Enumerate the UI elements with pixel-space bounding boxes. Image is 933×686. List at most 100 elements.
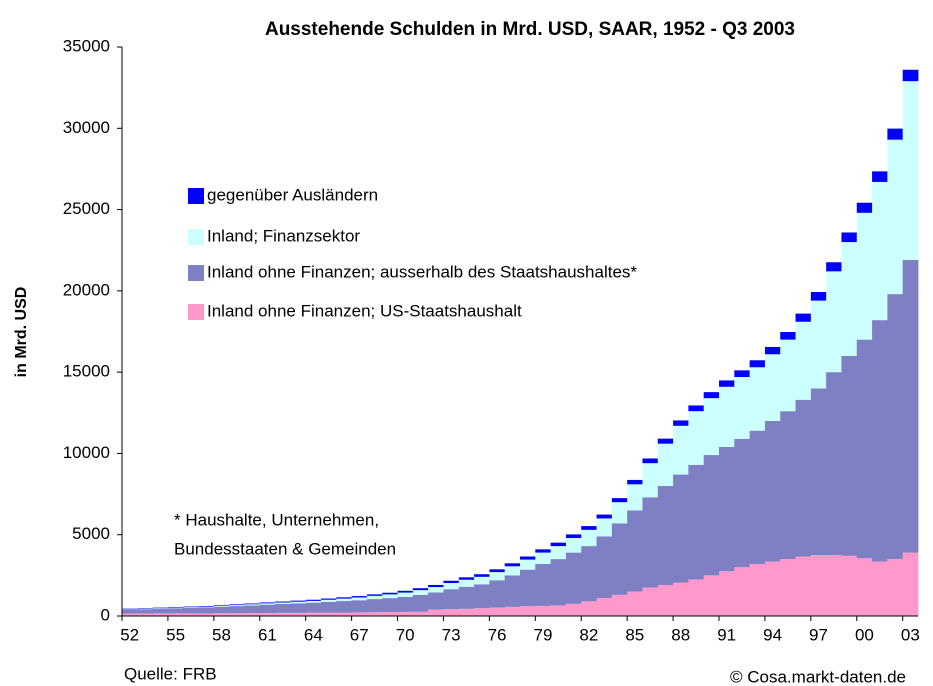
bar-segment (565, 534, 582, 538)
bar-segment (657, 485, 674, 586)
bar-segment (428, 609, 444, 616)
bar-segment (382, 598, 398, 613)
bar-segment (259, 602, 276, 604)
bar-segment (719, 386, 735, 447)
bar-segment (397, 596, 414, 612)
bar-segment (137, 613, 154, 616)
bar-segment (412, 594, 429, 612)
bar-segment (703, 398, 720, 456)
bar-segment (780, 411, 796, 560)
bar-segment (504, 606, 521, 616)
bar-segment (841, 355, 858, 556)
bar-segment (872, 181, 888, 321)
bar-segment (872, 171, 888, 182)
bar-segment (336, 597, 353, 599)
bar-segment (489, 580, 506, 608)
bar-segment (458, 586, 475, 609)
bar-segment (458, 608, 475, 616)
bar-segment (366, 612, 383, 616)
bar-segment (428, 592, 444, 610)
x-tick-label: 58 (212, 625, 231, 644)
bar-segment (489, 607, 506, 616)
bar-segment (213, 605, 230, 607)
bar-segment (397, 592, 414, 597)
bar-segment (581, 601, 597, 616)
bar-segment (565, 537, 582, 553)
x-tick-label: 91 (717, 625, 736, 644)
bar-segment (244, 605, 261, 614)
x-tick-label: 97 (809, 625, 828, 644)
bar-segment (703, 575, 720, 616)
bar-segment (734, 567, 751, 616)
bar-segment (366, 595, 383, 600)
bar-segment (336, 612, 353, 616)
bar-segment (213, 613, 230, 616)
chart-title: Ausstehende Schulden in Mrd. USD, SAAR, … (265, 19, 795, 40)
bar-segment (443, 589, 460, 610)
bar-segment (122, 613, 138, 616)
y-tick-label: 0 (101, 605, 110, 624)
bar-segment (167, 608, 184, 614)
bar-segment (611, 502, 628, 524)
bar-segment (428, 587, 444, 593)
x-tick-label: 88 (671, 625, 690, 644)
bar-segment (581, 546, 597, 602)
bar-segment (290, 600, 307, 602)
bar-segment (351, 612, 368, 616)
bar-segment (412, 588, 429, 591)
bar-segment (550, 546, 567, 560)
bar-segment (581, 529, 597, 547)
bar-segment (902, 69, 919, 82)
bar-segment (596, 598, 613, 616)
bar-segment (764, 354, 781, 421)
bar-segment (321, 598, 337, 600)
bar-segment (504, 575, 521, 607)
bar-segment (841, 232, 858, 243)
bar-segment (259, 604, 276, 614)
legend-label: Inland ohne Finanzen; US-Staatshaushalt (207, 301, 522, 320)
legend-label: Inland; Finanzsektor (207, 226, 360, 245)
bar-segment (229, 613, 245, 616)
bar-segment (412, 590, 429, 595)
legend-swatch (188, 265, 204, 281)
bar-segment (826, 555, 842, 616)
bar-segment (703, 392, 720, 399)
bar-segment (351, 600, 368, 613)
source: Quelle: FRB (124, 664, 217, 683)
bar-segment (734, 438, 751, 568)
bar-segment (152, 607, 169, 609)
bar-segment (642, 458, 659, 464)
bar-segment (902, 259, 919, 553)
bars (122, 69, 919, 616)
bar-segment (229, 605, 245, 607)
bar-segment (397, 611, 414, 616)
bar-segment (627, 479, 643, 485)
bar-segment (627, 484, 643, 511)
bar-segment (810, 555, 827, 616)
bar-segment (688, 405, 705, 412)
bar-segment (902, 552, 919, 616)
bar-segment (673, 425, 689, 475)
bar-segment (259, 603, 276, 605)
y-tick-label: 30000 (63, 118, 110, 137)
bar-segment (550, 605, 567, 616)
bar-segment (305, 612, 322, 616)
bar-segment (565, 603, 582, 616)
bar-segment (795, 321, 812, 400)
x-tick-label: 64 (304, 625, 323, 644)
bar-segment (229, 604, 245, 606)
bar-segment (535, 549, 552, 553)
bar-segment (688, 411, 705, 465)
bar-segment (504, 566, 521, 576)
y-tick-label: 20000 (63, 280, 110, 299)
annotation: Bundesstaaten & Gemeinden (174, 539, 396, 558)
bar-segment (290, 612, 307, 616)
bar-segment (795, 556, 812, 616)
bar-segment (611, 498, 628, 503)
bar-segment (167, 613, 184, 616)
bar-segment (412, 611, 429, 616)
bar-segment (611, 523, 628, 595)
x-tick-label: 82 (579, 625, 598, 644)
bar-segment (810, 291, 827, 301)
